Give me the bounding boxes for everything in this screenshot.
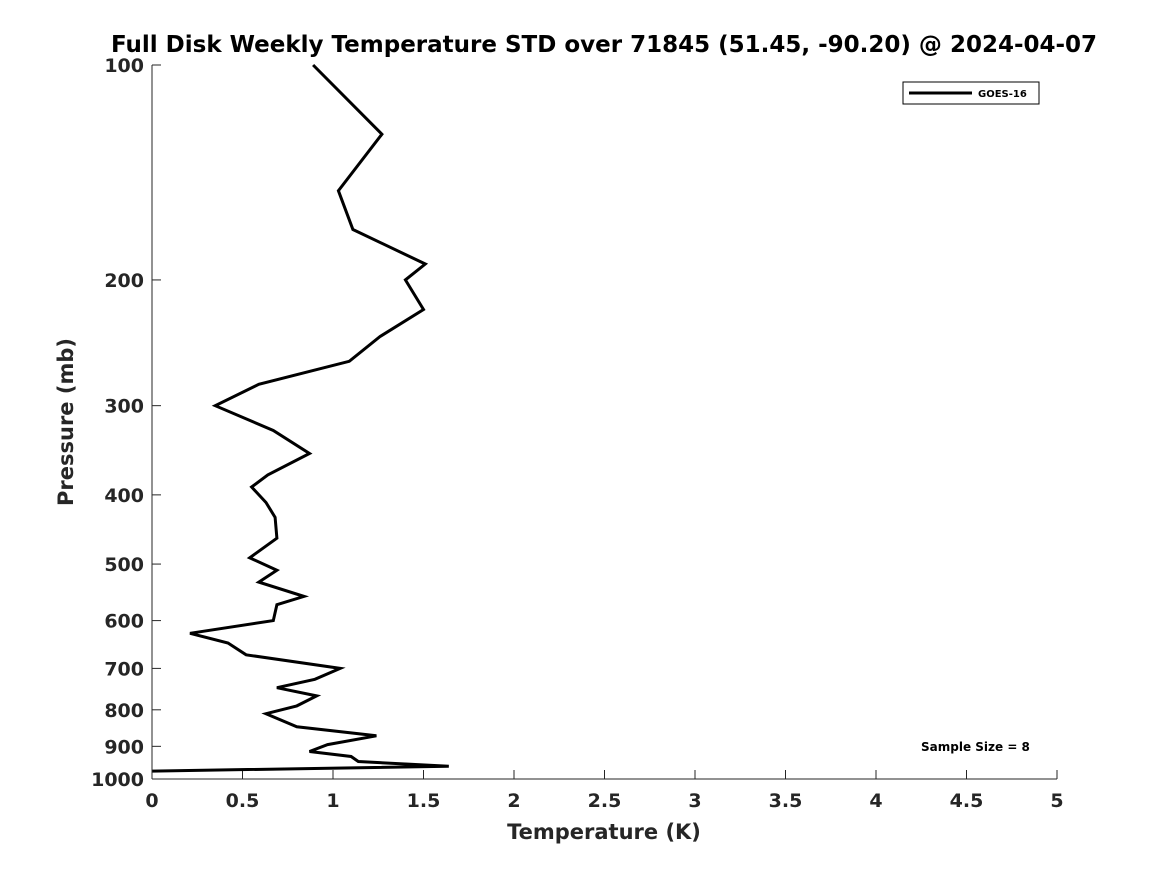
x-tick-label: 4.5 [950, 790, 984, 812]
y-tick-label: 700 [104, 658, 144, 680]
x-tick-label: 1.5 [407, 790, 441, 812]
x-axis-ticks: 0 0.5 1 1.5 2 2.5 3 3.5 4 4.5 5 [145, 770, 1064, 812]
y-tick-label: 800 [104, 700, 144, 722]
y-tick-label: 300 [104, 396, 144, 418]
x-tick-label: 2 [507, 790, 520, 812]
x-tick-label: 3 [688, 790, 701, 812]
y-tick-label: 1000 [91, 769, 144, 791]
y-axis-ticks: 100 200 300 400 500 600 700 800 900 1000 [91, 55, 161, 791]
sample-size-annotation: Sample Size = 8 [921, 740, 1030, 754]
x-tick-label: 3.5 [769, 790, 803, 812]
chart-title: Full Disk Weekly Temperature STD over 71… [111, 32, 1097, 58]
x-tick-label: 4 [869, 790, 882, 812]
legend-label-goes-16: GOES-16 [978, 89, 1027, 100]
x-tick-label: 2.5 [588, 790, 622, 812]
x-tick-label: 1 [326, 790, 339, 812]
y-tick-label: 600 [104, 611, 144, 633]
x-tick-label: 0 [145, 790, 158, 812]
x-tick-label: 5 [1050, 790, 1063, 812]
y-tick-label: 400 [104, 485, 144, 507]
x-tick-label: 0.5 [226, 790, 260, 812]
y-tick-label: 200 [104, 270, 144, 292]
y-tick-label: 900 [104, 736, 144, 758]
x-axis-label: Temperature (K) [507, 820, 701, 844]
y-axis-label: Pressure (mb) [54, 338, 78, 506]
y-tick-label: 500 [104, 554, 144, 576]
y-tick-label: 100 [104, 55, 144, 77]
legend: GOES-16 [902, 81, 1040, 105]
series-line-goes-16 [151, 63, 449, 773]
